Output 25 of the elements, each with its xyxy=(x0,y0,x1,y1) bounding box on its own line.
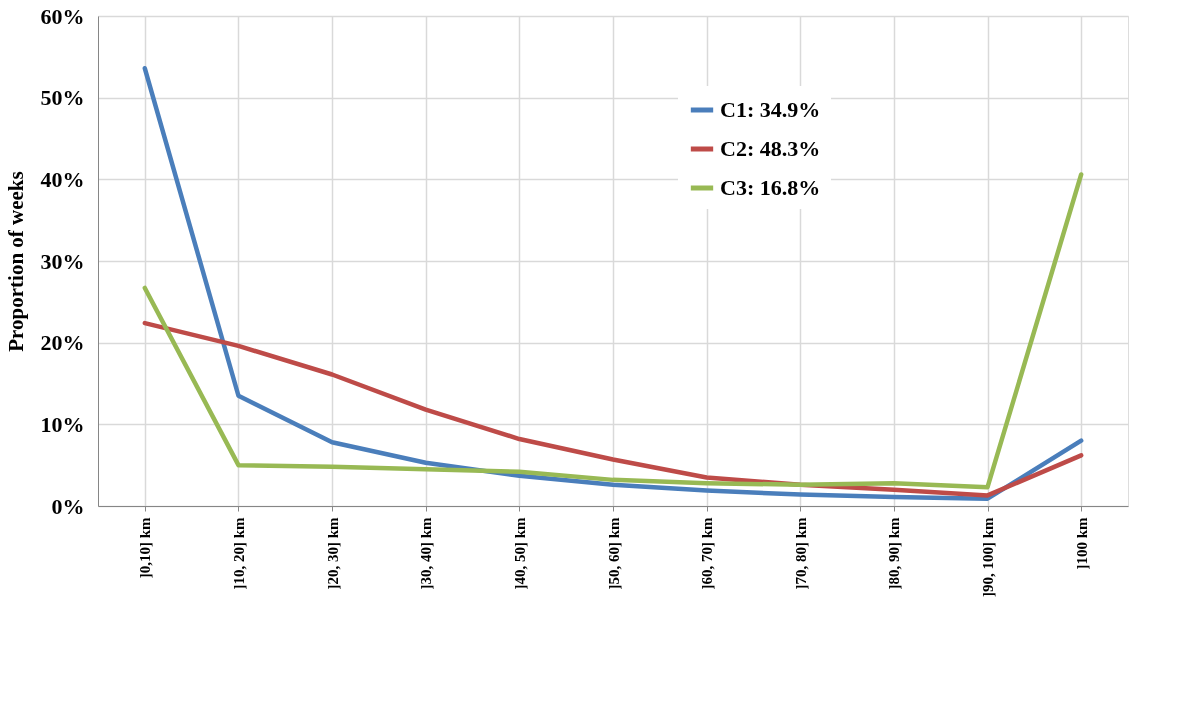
line-series xyxy=(142,172,1084,490)
line-series xyxy=(142,66,1084,501)
y-tick-label: 50% xyxy=(40,85,85,111)
x-tick-label: ]90, 100] km xyxy=(980,517,997,598)
x-tick-label: ]40, 50] km xyxy=(511,517,528,590)
legend-label: C3: 16.8% xyxy=(720,175,821,200)
y-tick-label: 40% xyxy=(40,166,85,192)
x-tick-label: ]30, 40] km xyxy=(418,517,435,590)
x-tick-label: ]70, 80] km xyxy=(792,517,809,590)
x-tick-label: ]0,10] km xyxy=(137,517,154,579)
x-tick-label: ]20, 30] km xyxy=(324,517,341,590)
x-tick-label: ]50, 60] km xyxy=(605,517,622,590)
x-tick-label: ]100 km xyxy=(1073,517,1090,570)
x-tick-label: ]80, 90] km xyxy=(886,517,903,590)
legend-label: C2: 48.3% xyxy=(720,136,821,161)
y-tick-label: 10% xyxy=(40,411,85,437)
x-tick-label: ]10, 20] km xyxy=(230,517,247,590)
y-tick-label: 20% xyxy=(40,330,85,356)
y-tick-label: 30% xyxy=(40,248,85,274)
legend-label: C1: 34.9% xyxy=(720,97,821,122)
y-tick-label: 0% xyxy=(51,493,85,519)
y-tick-label: 60% xyxy=(40,3,85,29)
y-axis-title: Proportion of weeks xyxy=(3,171,28,352)
line-series xyxy=(142,320,1084,498)
x-tick-label: ]60, 70] km xyxy=(699,517,716,590)
